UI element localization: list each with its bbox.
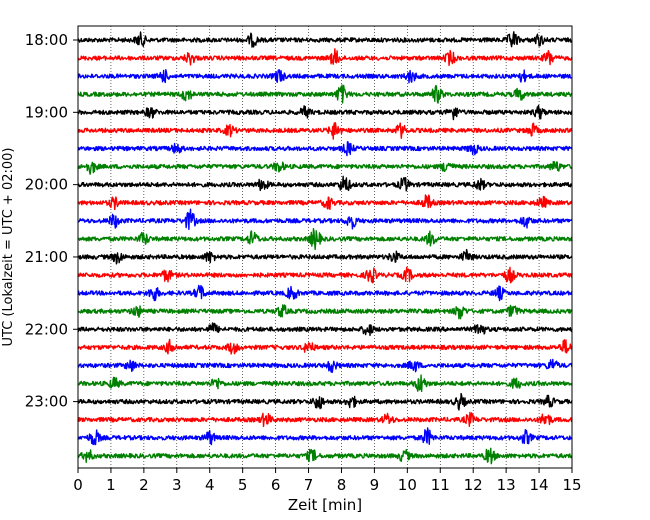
y-axis-ticks: 18:00 19:00 20:00 21:00 22:00 23:00 bbox=[25, 31, 78, 411]
trace-2345 bbox=[77, 447, 573, 465]
x-tick-label: 15 bbox=[562, 476, 581, 494]
trace-2115 bbox=[77, 266, 573, 284]
trace-2145 bbox=[77, 304, 573, 320]
y-tick-label: 18:00 bbox=[25, 31, 68, 49]
trace-2315 bbox=[77, 411, 573, 428]
x-tick-label: 10 bbox=[398, 476, 417, 494]
x-axis-label: Zeit [min] bbox=[288, 496, 362, 514]
x-tick-label: 7 bbox=[304, 476, 314, 494]
y-axis-label: UTC (Lokalzeit = UTC + 02:00) bbox=[1, 148, 16, 347]
x-tick-label: 2 bbox=[139, 476, 149, 494]
y-tick-label: 20:00 bbox=[25, 176, 68, 194]
trace-1930 bbox=[77, 141, 573, 157]
trace-1945 bbox=[77, 160, 573, 175]
trace-2230 bbox=[77, 358, 573, 374]
trace-2100 bbox=[77, 248, 573, 265]
trace-2015 bbox=[77, 194, 573, 211]
x-tick-label: 14 bbox=[530, 476, 549, 494]
x-tick-label: 0 bbox=[73, 476, 83, 494]
y-tick-label: 22:00 bbox=[25, 320, 68, 338]
x-tick-label: 9 bbox=[370, 476, 380, 494]
x-tick-label: 6 bbox=[271, 476, 281, 494]
trace-2245 bbox=[77, 374, 573, 393]
x-tick-label: 4 bbox=[205, 476, 215, 494]
y-tick-label: 21:00 bbox=[25, 248, 68, 266]
trace-1815 bbox=[77, 48, 573, 67]
trace-1800 bbox=[77, 31, 573, 48]
trace-1830 bbox=[77, 69, 573, 84]
trace-2300 bbox=[77, 392, 573, 411]
x-tick-label: 11 bbox=[431, 476, 450, 494]
trace-1845 bbox=[77, 84, 573, 104]
trace-2045 bbox=[77, 227, 573, 251]
trace-1900 bbox=[77, 104, 573, 121]
x-axis-ticks: 0 1 2 3 4 5 6 7 8 9 10 11 12 13 14 15 bbox=[73, 468, 582, 494]
plot-frame bbox=[77, 25, 573, 469]
x-tick-label: 12 bbox=[464, 476, 483, 494]
x-tick-label: 13 bbox=[497, 476, 516, 494]
trace-2130 bbox=[77, 284, 573, 302]
x-tick-label: 8 bbox=[337, 476, 347, 494]
trace-2215 bbox=[77, 338, 573, 355]
trace-1915 bbox=[77, 122, 573, 140]
trace-lines bbox=[77, 31, 573, 465]
x-tick-label: 1 bbox=[106, 476, 116, 494]
trace-2030 bbox=[77, 208, 573, 230]
x-tick-label: 5 bbox=[238, 476, 248, 494]
trace-2000 bbox=[77, 175, 573, 192]
x-tick-label: 3 bbox=[172, 476, 182, 494]
y-tick-label: 19:00 bbox=[25, 103, 68, 121]
y-tick-label: 23:00 bbox=[25, 393, 68, 411]
trace-2330 bbox=[77, 427, 573, 446]
trace-2200 bbox=[77, 322, 573, 337]
